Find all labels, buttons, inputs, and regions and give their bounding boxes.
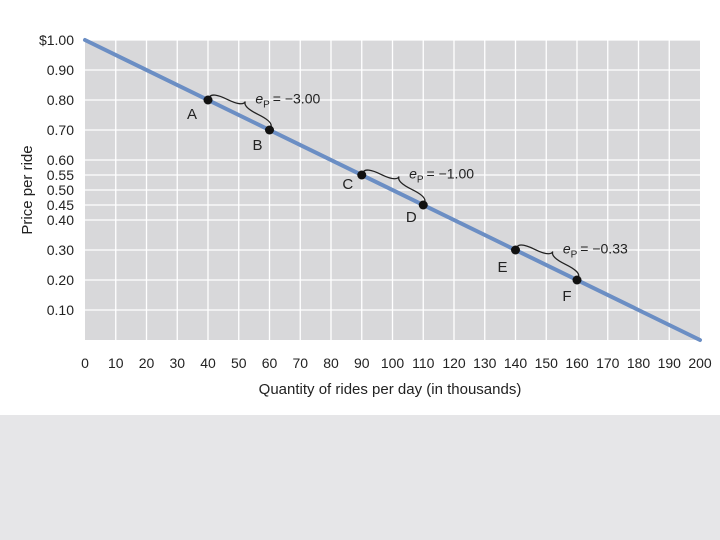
point-b xyxy=(265,125,274,135)
y-tick-label: 0.10 xyxy=(47,302,74,318)
point-a xyxy=(203,95,213,105)
x-tick-label: 110 xyxy=(412,355,435,371)
y-tick-label: $1.00 xyxy=(39,32,74,48)
elasticity-label: eP = −0.33 xyxy=(563,241,628,261)
x-tick-label: 10 xyxy=(108,355,124,371)
point-label: A xyxy=(187,106,197,123)
y-tick-label: 0.55 xyxy=(47,167,74,183)
y-tick-label: 0.80 xyxy=(47,92,74,108)
demand-curve-line xyxy=(83,38,702,342)
point-label: F xyxy=(562,288,571,305)
elasticity-braces: eP = −3.00 eP = −1.00 eP = −0.33 xyxy=(208,91,628,278)
elasticity-brace xyxy=(516,244,580,278)
x-tick-label: 190 xyxy=(658,355,682,371)
x-tick-label: 40 xyxy=(200,355,216,371)
y-tick-label: 0.90 xyxy=(47,62,74,78)
x-tick-label: 80 xyxy=(323,355,339,371)
elasticity-brace xyxy=(208,94,272,128)
point-c xyxy=(357,170,367,180)
x-tick-label: 180 xyxy=(627,355,651,371)
demand-chart: 0 10 20 30 40 50 60 70 80 90 100 110 120 130 140 150 160… xyxy=(19,32,712,398)
data-points: A B C D E F xyxy=(187,95,582,305)
x-tick-label: 20 xyxy=(139,355,155,371)
y-tick-label: 0.45 xyxy=(47,197,74,213)
point-label: C xyxy=(342,176,353,193)
x-tick-label: 70 xyxy=(292,355,308,371)
x-tick-label: 200 xyxy=(688,355,712,371)
y-tick-label: 0.30 xyxy=(47,242,74,258)
y-tick-label: 0.20 xyxy=(47,272,74,288)
x-tick-label: 170 xyxy=(596,355,620,371)
x-tick-label: 130 xyxy=(473,355,497,371)
point-label: B xyxy=(252,137,262,154)
point-f xyxy=(572,275,582,285)
x-tick-label: 0 xyxy=(81,355,89,371)
elasticity-label: eP = −1.00 xyxy=(409,166,474,186)
x-tick-label: 140 xyxy=(504,355,528,371)
y-tick-label: 0.70 xyxy=(47,122,74,138)
point-d xyxy=(418,200,428,210)
x-tick-label: 100 xyxy=(381,355,405,371)
y-tick-label: 0.40 xyxy=(47,212,74,228)
empty-bottom-panel xyxy=(0,415,720,540)
x-tick-label: 120 xyxy=(442,355,466,371)
chart-area: 0 10 20 30 40 50 60 70 80 90 100 110 120 130 140 150 160… xyxy=(19,32,712,398)
x-tick-label: 60 xyxy=(262,355,278,371)
x-tick-label: 50 xyxy=(231,355,247,371)
y-tick-label: 0.60 xyxy=(47,152,74,168)
point-e xyxy=(511,245,520,255)
point-label: E xyxy=(497,259,507,276)
y-tick-label: 0.50 xyxy=(47,182,74,198)
x-axis-title: Quantity of rides per day (in thousands) xyxy=(259,381,522,398)
x-tick-label: 30 xyxy=(169,355,185,371)
x-tick-label: 90 xyxy=(354,355,370,371)
point-label: D xyxy=(406,209,417,226)
y-axis-title: Price per ride xyxy=(19,145,36,234)
x-tick-label: 150 xyxy=(535,355,559,371)
tick-labels: 0 10 20 30 40 50 60 70 80 90 100 110 120 130 140 150 160… xyxy=(39,32,712,371)
elasticity-label: eP = −3.00 xyxy=(255,91,320,111)
x-tick-label: 160 xyxy=(565,355,589,371)
elasticity-brace xyxy=(362,169,426,203)
